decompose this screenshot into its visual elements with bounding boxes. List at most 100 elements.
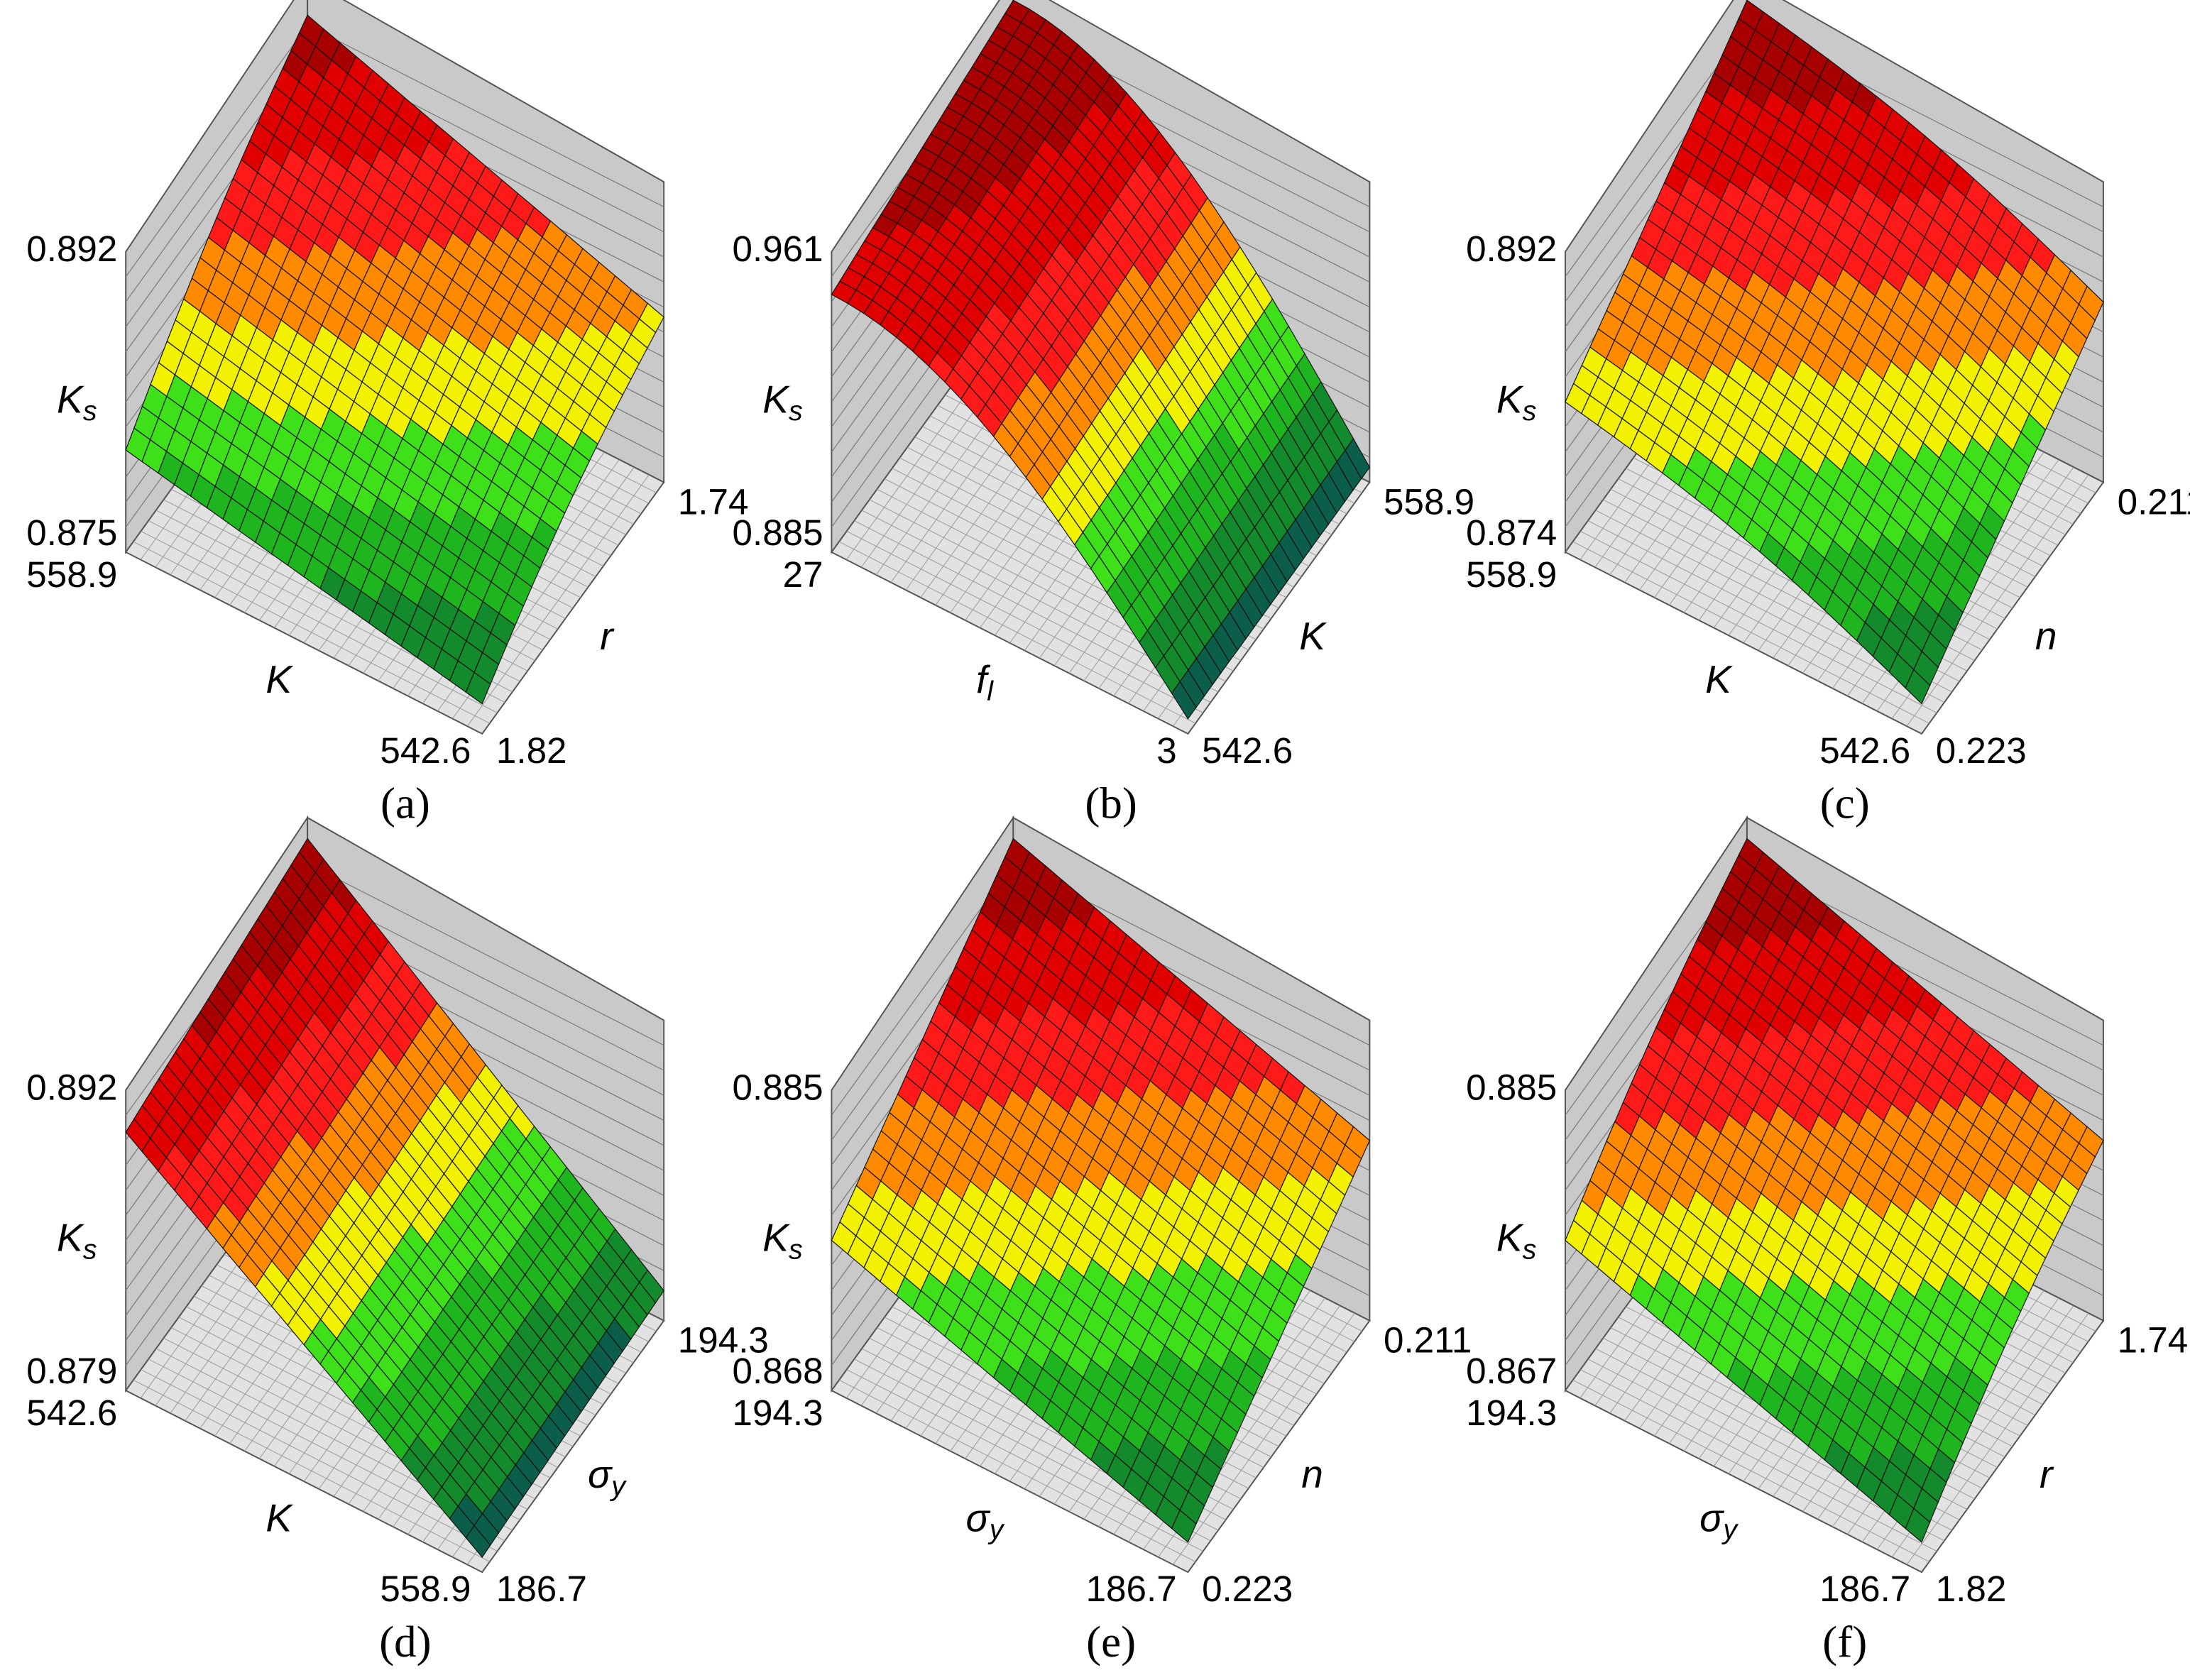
y-axis-label: σy [588, 1452, 627, 1503]
x-axis-label-main: K [265, 657, 293, 701]
z-tick-label: 0.892 [26, 1067, 117, 1107]
z-tick-label: 0.892 [1466, 229, 1557, 269]
x-tick-label: 542.6 [1819, 730, 1910, 771]
z-tick-label: 0.885 [733, 1067, 823, 1107]
x-axis-label: fl [976, 657, 994, 708]
y-axis-label-main: K [1299, 614, 1327, 658]
z-tick-label: 0.868 [733, 1351, 823, 1391]
z-tick-label: 0.892 [26, 229, 117, 269]
z-axis-label-sub: s [83, 1234, 97, 1266]
z-axis-label-main: K [1496, 377, 1524, 421]
x-tick-label: 542.6 [380, 730, 471, 771]
y-tick-label: 186.7 [496, 1569, 587, 1609]
surface-cell [1171, 681, 1197, 720]
z-axis-label: Ks [1496, 1215, 1536, 1266]
x-tick-label: 558.9 [26, 554, 117, 595]
y-tick-label: 1.82 [496, 730, 567, 771]
panel-caption: (a) [380, 779, 430, 828]
y-axis-label: r [2040, 1452, 2054, 1496]
x-axis-label-main: K [265, 1495, 293, 1539]
z-axis-label-sub: s [789, 1234, 803, 1266]
floor-grid [466, 474, 650, 727]
y-tick-label: 0.223 [1202, 1569, 1293, 1609]
x-axis-label: σy [966, 1495, 1005, 1546]
y-tick-label: 542.6 [1202, 730, 1293, 771]
y-tick-label: 1.74 [2118, 1320, 2189, 1361]
z-axis-label: Ks [762, 1215, 802, 1266]
y-tick-label: 0.211 [2118, 482, 2190, 522]
panel-caption: (b) [1085, 779, 1137, 828]
x-tick-label: 194.3 [1466, 1393, 1557, 1433]
z-axis-label: Ks [57, 1215, 97, 1266]
panel-caption: (e) [1086, 1617, 1136, 1667]
z-axis-label-main: K [762, 1215, 790, 1259]
y-tick-label: 0.223 [1936, 730, 2027, 771]
y-tick-label: 194.3 [678, 1320, 769, 1361]
z-tick-label: 0.874 [1466, 512, 1557, 553]
z-axis-label-sub: s [789, 395, 803, 427]
floor-grid [1173, 1312, 1355, 1565]
x-axis-label-main: σ [1699, 1495, 1724, 1539]
z-axis-label-sub: s [1523, 395, 1537, 427]
y-axis-label-sub: y [609, 1471, 627, 1502]
y-axis-label: K [1299, 614, 1327, 658]
y-axis-label-main: n [1301, 1452, 1323, 1496]
x-axis-label-main: K [1705, 657, 1733, 701]
y-axis-label-main: σ [588, 1452, 613, 1496]
x-tick-label: 186.7 [1819, 1569, 1910, 1609]
panel-caption: (d) [379, 1617, 431, 1667]
x-tick-label: 558.9 [380, 1569, 471, 1609]
z-tick-label: 0.885 [1466, 1067, 1557, 1107]
x-axis-label-sub: y [987, 1514, 1005, 1545]
y-axis-label-main: r [2040, 1452, 2054, 1496]
z-tick-label: 0.879 [26, 1351, 117, 1391]
x-axis-label: K [265, 657, 293, 701]
y-tick-label: 1.82 [1936, 1569, 2007, 1609]
wall-line [125, 25, 308, 278]
y-tick-label: 0.211 [1384, 1320, 1472, 1361]
x-axis-label: K [265, 1495, 293, 1539]
y-tick-label: 558.9 [1384, 482, 1474, 522]
wall-line [307, 25, 664, 208]
wall-line [307, 863, 664, 1046]
z-axis-label: Ks [1496, 377, 1536, 427]
x-tick-label: 194.3 [733, 1393, 823, 1433]
floor-grid [1906, 474, 2089, 727]
surface-cell [1905, 669, 1931, 705]
x-axis-label-sub: y [1721, 1514, 1739, 1545]
x-axis-label: σy [1699, 1495, 1739, 1546]
y-axis-label: r [600, 614, 615, 658]
x-axis-label-sub: l [987, 676, 994, 707]
x-axis-label: K [1705, 657, 1733, 701]
surface-cell [1905, 1508, 1931, 1543]
z-tick-label: 0.875 [26, 512, 117, 553]
y-axis-label: n [1301, 1452, 1323, 1496]
y-axis-label-main: n [2035, 614, 2057, 658]
x-axis-label-main: σ [966, 1495, 991, 1539]
z-axis-label-main: K [57, 1215, 84, 1259]
x-tick-label: 3 [1156, 730, 1176, 771]
y-axis-label: n [2035, 614, 2057, 658]
x-tick-label: 542.6 [26, 1393, 117, 1433]
x-tick-label: 27 [783, 554, 823, 595]
z-axis-label-sub: s [83, 395, 97, 427]
surface-cell [465, 671, 491, 705]
z-tick-label: 0.867 [1466, 1351, 1557, 1391]
surface-cell [1171, 1509, 1197, 1543]
surface-cell [465, 1525, 491, 1559]
z-tick-label: 0.885 [733, 512, 823, 553]
z-tick-label: 0.961 [733, 229, 823, 269]
y-tick-label: 1.74 [678, 482, 749, 522]
z-axis-label-main: K [57, 377, 84, 421]
floor-grid [1906, 1312, 2089, 1565]
z-axis-label-sub: s [1523, 1234, 1537, 1266]
z-axis-label-main: K [1496, 1215, 1524, 1259]
x-tick-label: 186.7 [1086, 1569, 1177, 1609]
panel-caption: (c) [1820, 779, 1870, 828]
